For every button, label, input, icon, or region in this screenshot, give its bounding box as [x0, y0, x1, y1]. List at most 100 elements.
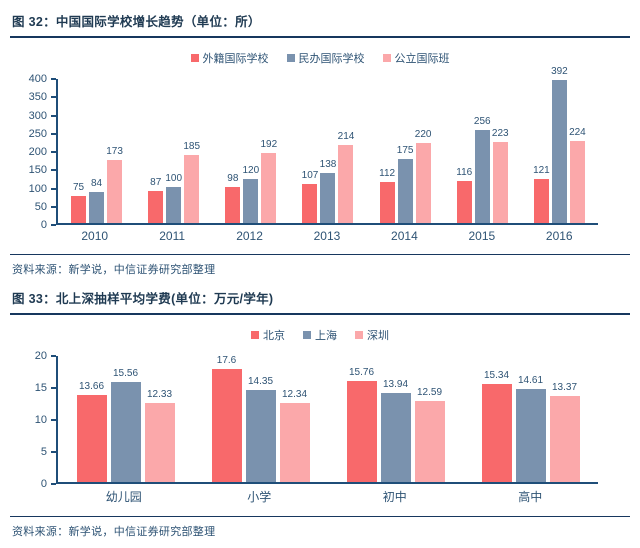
- bar-value-label: 15.34: [483, 369, 510, 381]
- bar-cluster: 17.6 14.35 12.34: [211, 355, 310, 482]
- bar-group: 116 256 223: [444, 79, 521, 223]
- bar-groups: 75 84 173 87 100 185 98 120 192 107 138 214 112 175 22…: [58, 66, 598, 223]
- y-tick-mark: [51, 187, 56, 190]
- x-tick-label: 2013: [313, 229, 341, 243]
- figure-32-chart: 0 50 100 150 200 250 300 350 400 75 84 173 87 100 185…: [10, 66, 630, 243]
- y-tick-label: 10: [34, 414, 47, 426]
- legend-label: 外籍国际学校: [202, 53, 269, 65]
- x-tick-label: 2015: [468, 229, 496, 243]
- figure-33-chart: 0 5 10 15 20 13.66 15.56 12.33 17.6 14.35 12.34 15…: [10, 350, 630, 505]
- bar-民办国际学校: [551, 79, 567, 223]
- bar-value-label: 175: [396, 145, 414, 157]
- bar-cluster: 116 256 223: [456, 116, 509, 223]
- bar-深圳: [549, 396, 580, 482]
- bar-slot: 13.66: [76, 381, 107, 482]
- bar-公立国际班: [261, 152, 277, 223]
- bar-group: 75 84 173: [58, 79, 135, 223]
- bar-cluster: 87 100 185: [148, 141, 200, 223]
- bar-slot: 12.34: [279, 389, 310, 482]
- bar-上海: [245, 390, 276, 482]
- y-tick-mark: [51, 224, 56, 226]
- bar-slot: 14.61: [515, 375, 546, 482]
- figure-33-title: 图 33：北上深抽样平均学费(单位：万元/学年): [10, 285, 630, 315]
- x-tick-label: 2010: [81, 229, 109, 243]
- bar-公立国际班: [107, 159, 123, 223]
- bar-value-label: 256: [473, 115, 491, 127]
- y-tick-mark: [51, 387, 56, 389]
- bar-value-label: 15.76: [348, 367, 375, 379]
- bar-北京: [76, 394, 107, 482]
- bar-value-label: 185: [183, 141, 201, 153]
- bar-value-label: 392: [551, 65, 568, 77]
- bar-slot: 12.59: [414, 387, 445, 482]
- bar-value-label: 14.61: [517, 374, 544, 386]
- y-tick-mark: [51, 451, 56, 453]
- bar-公立国际班: [569, 141, 585, 223]
- bar-外籍国际学校: [225, 187, 241, 223]
- legend: 北京 上海 深圳: [10, 328, 630, 342]
- legend: 外籍国际学校 民办国际学校 公立国际班: [10, 51, 630, 65]
- bar-value-label: 84: [91, 178, 103, 190]
- bar-民办国际学校: [320, 172, 336, 223]
- bar-外籍国际学校: [302, 183, 318, 223]
- y-tick-mark: [51, 96, 56, 99]
- bar-北京: [481, 383, 512, 482]
- bar-slot: 100: [165, 173, 182, 223]
- y-tick-mark: [51, 169, 56, 172]
- bar-slot: 173: [106, 146, 123, 223]
- bar-value-label: 100: [165, 172, 183, 184]
- bar-cluster: 15.76 13.94 12.59: [346, 367, 445, 482]
- legend-label: 上海: [315, 330, 337, 342]
- bar-value-label: 87: [150, 177, 162, 189]
- y-tick-mark: [51, 132, 56, 135]
- bar-value-label: 192: [260, 138, 278, 150]
- bar-value-label: 15.56: [112, 368, 139, 380]
- y-tick-label: 150: [28, 164, 47, 177]
- bar-slot: 192: [261, 139, 277, 223]
- bar-slot: 15.56: [110, 368, 141, 482]
- bar-value-label: 14.35: [247, 376, 274, 388]
- divider: [10, 516, 630, 517]
- y-tick-label: 5: [40, 446, 47, 458]
- bar-民办国际学校: [89, 192, 105, 223]
- bar-value-label: 120: [242, 165, 260, 177]
- y-tick-mark: [51, 114, 56, 117]
- bar-北京: [211, 369, 242, 482]
- bar-value-label: 13.66: [78, 380, 105, 392]
- bar-group: 121 392 224: [521, 66, 598, 223]
- legend-label: 北京: [263, 330, 285, 342]
- x-tick-label: 幼儿园: [105, 490, 142, 504]
- y-tick-mark: [51, 205, 56, 208]
- x-axis-labels: 幼儿园 小学 初中 高中: [56, 488, 598, 505]
- bar-slot: 12.33: [144, 389, 175, 482]
- bar-cluster: 75 84 173: [71, 146, 123, 223]
- bar-民办国际学校: [166, 186, 182, 223]
- bar-cluster: 121 392 224: [533, 66, 586, 223]
- figure-32: 图 32：中国国际学校增长趋势（单位：所） 外籍国际学校 民办国际学校 公立国际班 …: [10, 8, 630, 280]
- legend-swatch-icon: [190, 54, 199, 62]
- legend-swatch-icon: [382, 54, 391, 62]
- bar-slot: 224: [569, 127, 586, 223]
- bar-value-label: 220: [414, 128, 432, 140]
- y-tick-label: 400: [28, 73, 47, 85]
- bar-深圳: [414, 401, 445, 482]
- figure-32-source: 资料来源：新学说，中信证券研究部整理: [12, 264, 216, 276]
- bar-公立国际班: [492, 141, 508, 223]
- bar-value-label: 138: [319, 158, 337, 170]
- y-tick-mark: [51, 419, 56, 421]
- legend-label: 民办国际学校: [298, 53, 365, 65]
- x-tick-label: 2011: [159, 229, 186, 243]
- bar-value-label: 17.6: [216, 355, 237, 367]
- bar-value-label: 214: [337, 130, 355, 142]
- x-tick-label: 高中: [518, 490, 543, 504]
- bar-value-label: 12.59: [416, 387, 443, 399]
- bar-外籍国际学校: [533, 178, 549, 223]
- y-tick-label: 100: [28, 182, 47, 195]
- bar-slot: 87: [148, 177, 164, 223]
- bar-slot: 392: [551, 66, 568, 223]
- y-axis: 0 5 10 15 20: [10, 350, 56, 490]
- legend-item: 深圳: [355, 327, 389, 343]
- bar-外籍国际学校: [148, 191, 164, 223]
- legend-label: 深圳: [367, 330, 389, 342]
- bar-slot: 256: [474, 116, 491, 223]
